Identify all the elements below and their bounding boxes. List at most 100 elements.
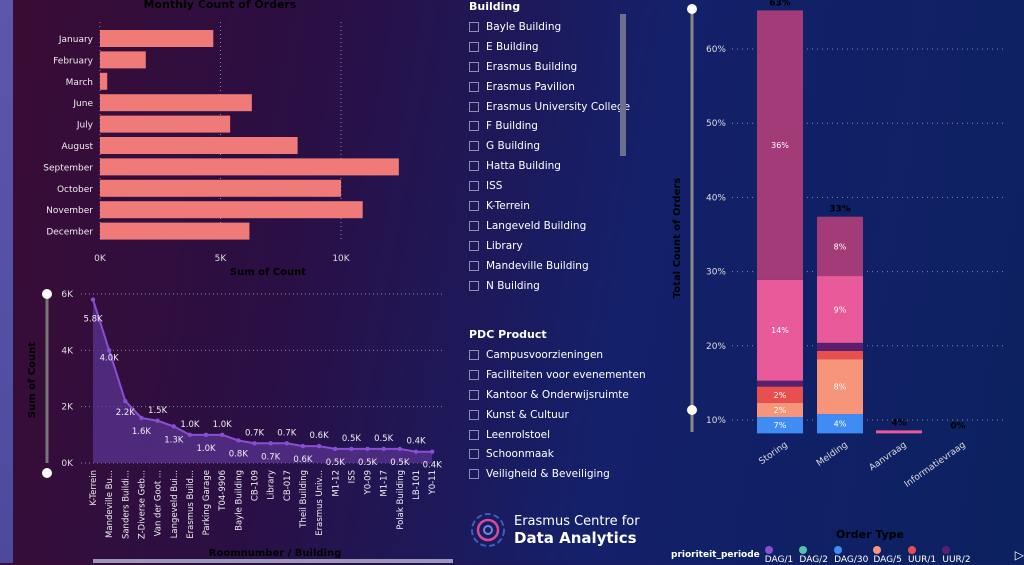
monthly-orders-chart: Monthly Count of Orders 0K 5K 10K January Feb… <box>43 0 399 278</box>
slicer-item[interactable]: Mandeville Building <box>469 256 630 276</box>
segment-label: 36% <box>771 141 789 150</box>
slicer-item[interactable]: Leenrolstoel <box>469 425 646 445</box>
legend-item[interactable]: DAG/2 <box>799 545 829 565</box>
x-axis-title: Order Type <box>836 528 904 541</box>
segment-label: 8% <box>834 383 847 392</box>
legend-item[interactable]: UUR/1 <box>907 545 937 565</box>
segment-label: 14% <box>771 326 789 335</box>
legend-next-icon[interactable]: ▷ <box>1014 548 1024 562</box>
data-point <box>284 441 289 446</box>
logo-line1: Erasmus Centre for <box>514 514 640 529</box>
horizontal-scrollbar[interactable] <box>93 559 453 563</box>
checkbox[interactable] <box>469 121 479 132</box>
bar-segment <box>757 402 803 418</box>
checkbox[interactable] <box>469 161 479 172</box>
x-axis-title: Sum of Count <box>230 267 306 278</box>
slicer-item-label: Hatta Building <box>486 160 561 173</box>
y-tick-label: 30% <box>706 268 726 278</box>
slicer-item[interactable]: N Building <box>469 276 630 296</box>
checkbox[interactable] <box>469 81 479 92</box>
slicer-item[interactable]: E Building <box>469 37 630 57</box>
x-tick-label: Mandeville Bu... <box>105 470 115 538</box>
slicer-item[interactable]: G Building <box>469 136 630 156</box>
checkbox[interactable] <box>469 369 479 380</box>
checkbox[interactable] <box>469 41 479 52</box>
x-tick-label: Y0-09 <box>364 470 374 495</box>
data-label: 1.0K <box>197 444 217 454</box>
building-slicer-scrollbar[interactable] <box>620 14 626 156</box>
checkbox[interactable] <box>469 21 479 32</box>
checkbox[interactable] <box>469 280 479 291</box>
legend-item[interactable]: DAG/5 <box>873 545 903 565</box>
checkbox[interactable] <box>469 469 479 480</box>
building-slicer: Building Bayle Building E Building Erasmus… <box>469 0 630 295</box>
data-label: 1.3K <box>164 435 184 445</box>
slicer-item-label: Kantoor & Onderwijsruimte <box>486 388 629 401</box>
slicer-item[interactable]: K-Terrein <box>469 196 630 216</box>
data-label: 0.7K <box>245 428 265 438</box>
chart-title: Monthly Count of Orders <box>144 0 297 11</box>
y-tick-label: 6K <box>61 290 74 300</box>
legend-item[interactable]: DAG/1 <box>764 545 795 565</box>
data-point <box>220 432 225 438</box>
slicer-item-label: Erasmus Building <box>486 60 578 73</box>
checkbox[interactable] <box>469 200 479 211</box>
checkbox[interactable] <box>469 409 479 420</box>
x-tick-label: Polak Building <box>396 470 406 530</box>
slider-handle-top[interactable] <box>42 289 52 299</box>
slicer-item[interactable]: Faciliteiten voor evenementen <box>469 365 646 385</box>
slicer-item[interactable]: Kunst & Cultuur <box>469 405 646 425</box>
checkbox[interactable] <box>469 349 479 360</box>
slicer-item[interactable]: Langeveld Building <box>469 216 630 236</box>
checkbox[interactable] <box>469 61 479 72</box>
page-nav-strip <box>0 0 13 563</box>
y-tick-label: November <box>46 206 93 216</box>
slicer-item[interactable]: Erasmus Pavilion <box>469 77 630 97</box>
slicer-item[interactable]: Bayle Building <box>469 17 630 37</box>
y-tick-label: 0K <box>61 459 74 469</box>
slider-handle-bottom[interactable] <box>42 468 52 478</box>
checkbox[interactable] <box>469 429 479 440</box>
slicer-item[interactable]: ISS <box>469 176 630 196</box>
data-point <box>381 446 386 452</box>
slicer-item[interactable]: Erasmus University College <box>469 97 630 117</box>
slicer-item[interactable]: F Building <box>469 116 630 136</box>
data-label: 1.5K <box>148 406 168 416</box>
slicer-item[interactable]: Library <box>469 236 630 256</box>
checkbox[interactable] <box>469 449 479 460</box>
data-point <box>413 449 419 454</box>
slider-handle-bottom[interactable] <box>687 405 697 415</box>
area <box>93 299 433 463</box>
slicer-item[interactable]: Schoonmaak <box>469 444 646 464</box>
data-point <box>349 446 354 452</box>
bar-segment <box>817 414 863 434</box>
slicer-item-label: ISS <box>486 180 503 193</box>
slicer-item[interactable]: Campusvoorzieningen <box>469 345 646 365</box>
slicer-item[interactable]: Kantoor & Onderwijsruimte <box>469 385 646 405</box>
slicer-item[interactable]: Erasmus Building <box>469 57 630 77</box>
legend-item[interactable]: UUR/2 <box>942 545 971 565</box>
checkbox[interactable] <box>469 181 479 192</box>
bar-segment <box>817 216 863 277</box>
legend-item[interactable]: DAG/30 <box>834 545 868 565</box>
segment-label: 7% <box>774 421 787 430</box>
checkbox[interactable] <box>469 220 479 231</box>
checkbox[interactable] <box>469 101 479 112</box>
checkbox[interactable] <box>469 260 479 271</box>
slicer-item-label: Erasmus University College <box>486 100 631 113</box>
data-label: 0.6K <box>310 431 330 441</box>
data-label: 0.5K <box>374 434 394 444</box>
slicer-item-label: Bayle Building <box>486 20 562 33</box>
y-tick-label: 40% <box>706 193 726 203</box>
checkbox[interactable] <box>469 389 479 400</box>
data-label: 0.6K <box>293 455 313 465</box>
data-label: 1.6K <box>132 427 152 437</box>
slicer-item[interactable]: Hatta Building <box>469 156 630 176</box>
x-tick-label: 0K <box>94 254 107 264</box>
checkbox[interactable] <box>469 240 479 251</box>
checkbox[interactable] <box>469 141 479 152</box>
bar-segment <box>817 359 863 415</box>
segment-label: 8% <box>834 242 847 251</box>
slider-handle-top[interactable] <box>687 4 697 14</box>
slicer-item[interactable]: Veiligheid & Beveiliging <box>469 464 646 484</box>
